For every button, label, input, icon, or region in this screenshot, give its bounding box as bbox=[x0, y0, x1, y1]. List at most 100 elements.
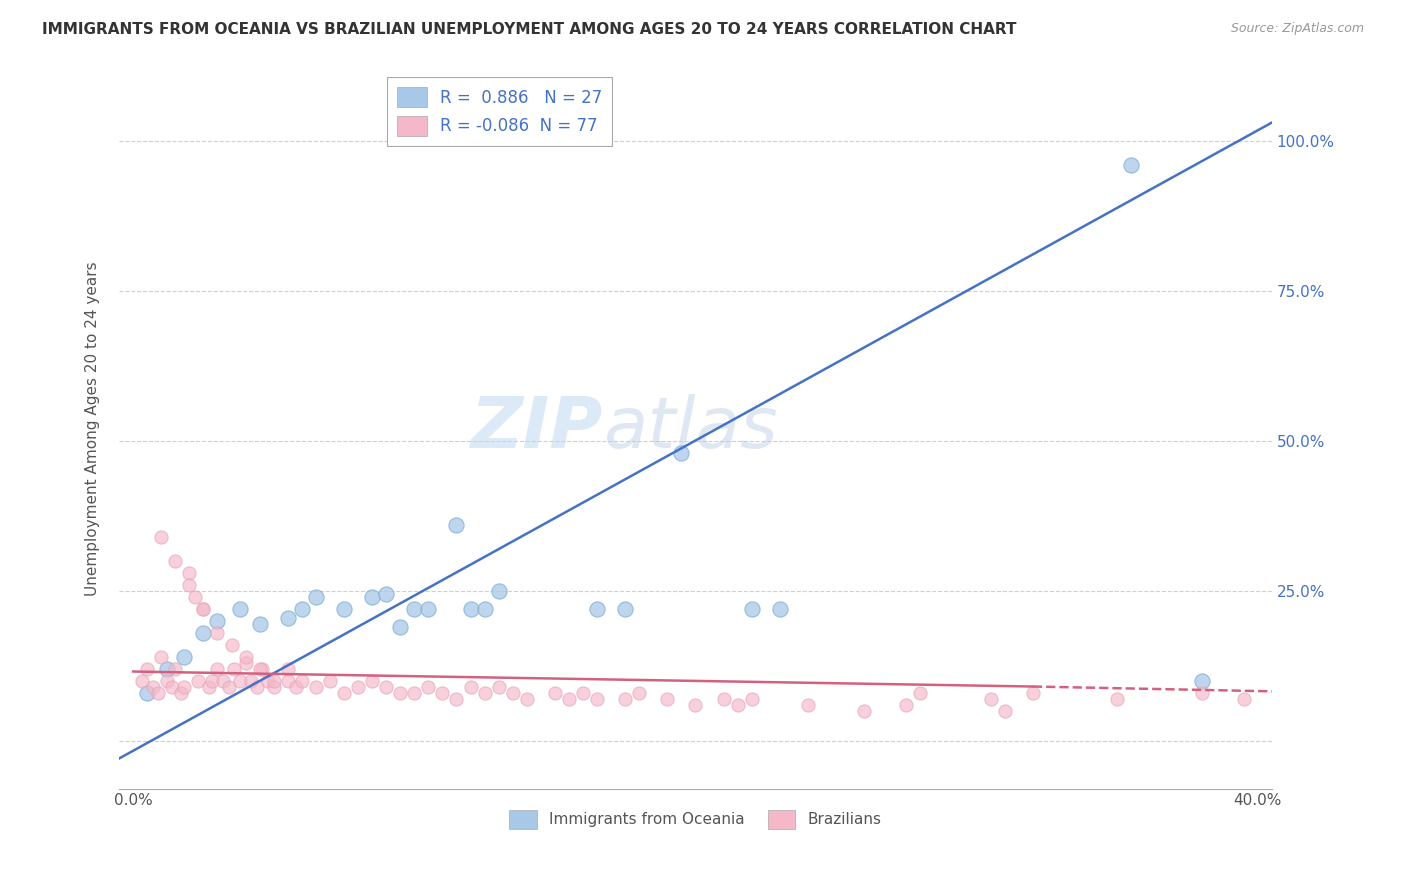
Point bbox=[446, 691, 468, 706]
Point bbox=[173, 649, 195, 664]
Point bbox=[375, 680, 398, 694]
Point bbox=[193, 625, 215, 640]
Point bbox=[741, 691, 763, 706]
Point bbox=[156, 661, 179, 675]
Legend: Immigrants from Oceania, Brazilians: Immigrants from Oceania, Brazilians bbox=[503, 804, 887, 835]
Point bbox=[446, 517, 468, 532]
Point bbox=[657, 691, 679, 706]
Point bbox=[741, 601, 763, 615]
Point bbox=[131, 673, 153, 688]
Point bbox=[333, 685, 356, 699]
Point bbox=[333, 601, 356, 615]
Point bbox=[305, 680, 328, 694]
Point bbox=[361, 590, 384, 604]
Point bbox=[249, 616, 271, 631]
Point bbox=[218, 680, 240, 694]
Point bbox=[769, 601, 792, 615]
Point bbox=[221, 638, 243, 652]
Point bbox=[1191, 673, 1213, 688]
Point bbox=[488, 583, 510, 598]
Point bbox=[187, 673, 209, 688]
Point bbox=[277, 661, 299, 675]
Point bbox=[375, 586, 398, 600]
Point bbox=[291, 601, 314, 615]
Point bbox=[628, 685, 651, 699]
Point bbox=[614, 601, 637, 615]
Point bbox=[994, 704, 1017, 718]
Point bbox=[150, 529, 173, 543]
Point bbox=[285, 680, 308, 694]
Point bbox=[671, 445, 693, 459]
Point bbox=[797, 698, 820, 712]
Point bbox=[170, 685, 193, 699]
Text: atlas: atlas bbox=[603, 394, 778, 463]
Point bbox=[474, 601, 496, 615]
Point bbox=[136, 685, 159, 699]
Point bbox=[207, 614, 229, 628]
Point bbox=[193, 601, 215, 615]
Point bbox=[1121, 157, 1143, 171]
Point bbox=[212, 673, 235, 688]
Point bbox=[193, 601, 215, 615]
Point bbox=[980, 691, 1002, 706]
Y-axis label: Unemployment Among Ages 20 to 24 years: Unemployment Among Ages 20 to 24 years bbox=[86, 261, 100, 596]
Point bbox=[614, 691, 637, 706]
Point bbox=[162, 680, 184, 694]
Point bbox=[502, 685, 524, 699]
Point bbox=[240, 673, 263, 688]
Point bbox=[201, 673, 224, 688]
Point bbox=[347, 680, 370, 694]
Point bbox=[235, 649, 257, 664]
Point bbox=[148, 685, 170, 699]
Point bbox=[319, 673, 342, 688]
Point bbox=[544, 685, 567, 699]
Point bbox=[229, 601, 252, 615]
Point bbox=[229, 673, 252, 688]
Point bbox=[460, 601, 482, 615]
Point bbox=[389, 685, 412, 699]
Point bbox=[257, 673, 280, 688]
Point bbox=[277, 673, 299, 688]
Point bbox=[488, 680, 510, 694]
Point bbox=[1022, 685, 1045, 699]
Point bbox=[516, 691, 538, 706]
Point bbox=[179, 577, 201, 591]
Point bbox=[404, 685, 426, 699]
Point bbox=[184, 590, 207, 604]
Text: Source: ZipAtlas.com: Source: ZipAtlas.com bbox=[1230, 22, 1364, 36]
Point bbox=[136, 661, 159, 675]
Point bbox=[1233, 691, 1256, 706]
Point bbox=[389, 619, 412, 633]
Point bbox=[207, 625, 229, 640]
Point bbox=[263, 680, 285, 694]
Point bbox=[1107, 691, 1129, 706]
Point bbox=[252, 661, 274, 675]
Point bbox=[558, 691, 581, 706]
Point bbox=[224, 661, 246, 675]
Point bbox=[198, 680, 221, 694]
Point bbox=[474, 685, 496, 699]
Point bbox=[404, 601, 426, 615]
Point bbox=[460, 680, 482, 694]
Point bbox=[246, 680, 269, 694]
Point bbox=[291, 673, 314, 688]
Point bbox=[173, 680, 195, 694]
Point bbox=[165, 553, 187, 567]
Point bbox=[853, 704, 876, 718]
Point bbox=[150, 649, 173, 664]
Point bbox=[1191, 685, 1213, 699]
Point bbox=[910, 685, 932, 699]
Point bbox=[896, 698, 918, 712]
Point bbox=[235, 656, 257, 670]
Point bbox=[572, 685, 595, 699]
Point bbox=[432, 685, 454, 699]
Point bbox=[165, 661, 187, 675]
Point bbox=[586, 691, 609, 706]
Point bbox=[305, 590, 328, 604]
Point bbox=[207, 661, 229, 675]
Point bbox=[418, 680, 440, 694]
Point bbox=[277, 610, 299, 624]
Point bbox=[179, 566, 201, 580]
Point bbox=[156, 673, 179, 688]
Text: ZIP: ZIP bbox=[471, 394, 603, 463]
